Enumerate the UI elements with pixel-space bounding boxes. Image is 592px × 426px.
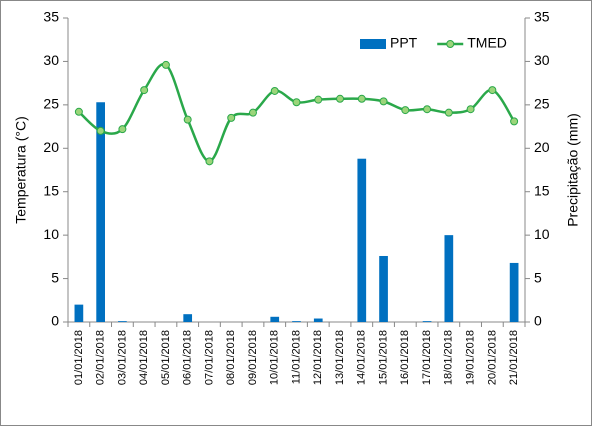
x-tick-label: 12/01/2018	[312, 330, 324, 385]
y2-tick-label: 35	[534, 9, 550, 25]
marker	[161, 60, 170, 69]
y-axis-label: Temperatura (°C)	[13, 116, 29, 224]
y-tick-label: 0	[51, 313, 59, 329]
bar	[74, 304, 84, 322]
y2-tick-label: 25	[534, 96, 550, 112]
marker	[74, 107, 83, 116]
y-tick-label: 5	[51, 269, 59, 285]
x-tick-label: 10/01/2018	[269, 330, 281, 385]
marker	[510, 117, 519, 126]
marker	[227, 113, 236, 122]
bar	[509, 262, 519, 322]
x-tick-label: 06/01/2018	[182, 330, 194, 385]
bar	[183, 314, 193, 322]
x-tick-label: 21/01/2018	[508, 330, 520, 385]
marker	[488, 86, 497, 95]
bar	[313, 318, 323, 322]
bar	[444, 235, 454, 322]
marker	[96, 126, 105, 135]
marker	[248, 108, 257, 117]
y-tick-label: 25	[43, 96, 59, 112]
x-tick-label: 19/01/2018	[465, 330, 477, 385]
marker	[183, 115, 192, 124]
y-tick-label: 20	[43, 139, 59, 155]
bar	[118, 321, 127, 322]
x-tick-label: 18/01/2018	[443, 330, 455, 385]
marker	[336, 94, 345, 103]
marker	[118, 125, 127, 134]
y2-tick-label: 30	[534, 52, 550, 68]
x-tick-label: 07/01/2018	[203, 330, 215, 385]
y2-tick-label: 10	[534, 226, 550, 242]
marker	[205, 157, 214, 166]
marker	[357, 94, 366, 103]
bar	[379, 255, 388, 322]
y-tick-label: 35	[43, 9, 59, 25]
bar	[270, 316, 280, 322]
x-tick-label: 15/01/2018	[377, 330, 389, 385]
marker	[466, 105, 475, 114]
marker	[270, 86, 279, 95]
marker	[401, 106, 410, 115]
marker	[314, 95, 323, 104]
y-tick-label: 15	[43, 182, 59, 198]
marker	[292, 98, 301, 107]
x-tick-label: 05/01/2018	[160, 330, 172, 385]
legend-label: TMED	[467, 35, 507, 51]
x-tick-label: 02/01/2018	[95, 330, 107, 385]
legend-swatch	[360, 39, 386, 49]
y2-tick-label: 0	[534, 313, 542, 329]
marker	[444, 108, 453, 117]
legend-marker	[446, 40, 455, 48]
bar	[96, 102, 105, 322]
y2-tick-label: 5	[534, 269, 542, 285]
x-tick-label: 03/01/2018	[116, 330, 128, 385]
x-tick-label: 08/01/2018	[225, 330, 237, 385]
x-tick-label: 14/01/2018	[356, 330, 368, 385]
x-tick-label: 04/01/2018	[138, 330, 150, 385]
x-tick-label: 20/01/2018	[486, 330, 498, 385]
y2-tick-label: 15	[534, 182, 550, 198]
x-tick-label: 17/01/2018	[421, 330, 433, 385]
x-tick-label: 01/01/2018	[73, 330, 85, 385]
bar	[357, 158, 367, 322]
y-tick-label: 30	[43, 52, 59, 68]
x-tick-label: 11/01/2018	[290, 330, 302, 384]
bar	[422, 321, 432, 322]
marker	[140, 86, 149, 95]
legend-label: PPT	[390, 35, 418, 51]
marker	[423, 105, 432, 114]
y2-axis-label: Precipitação (mm)	[565, 113, 581, 227]
bar	[292, 321, 301, 322]
x-tick-label: 13/01/2018	[334, 330, 346, 385]
y-tick-label: 10	[43, 226, 59, 242]
marker	[379, 97, 388, 106]
x-tick-label: 16/01/2018	[399, 330, 411, 385]
x-tick-label: 09/01/2018	[247, 330, 259, 385]
y2-tick-label: 20	[534, 139, 550, 155]
